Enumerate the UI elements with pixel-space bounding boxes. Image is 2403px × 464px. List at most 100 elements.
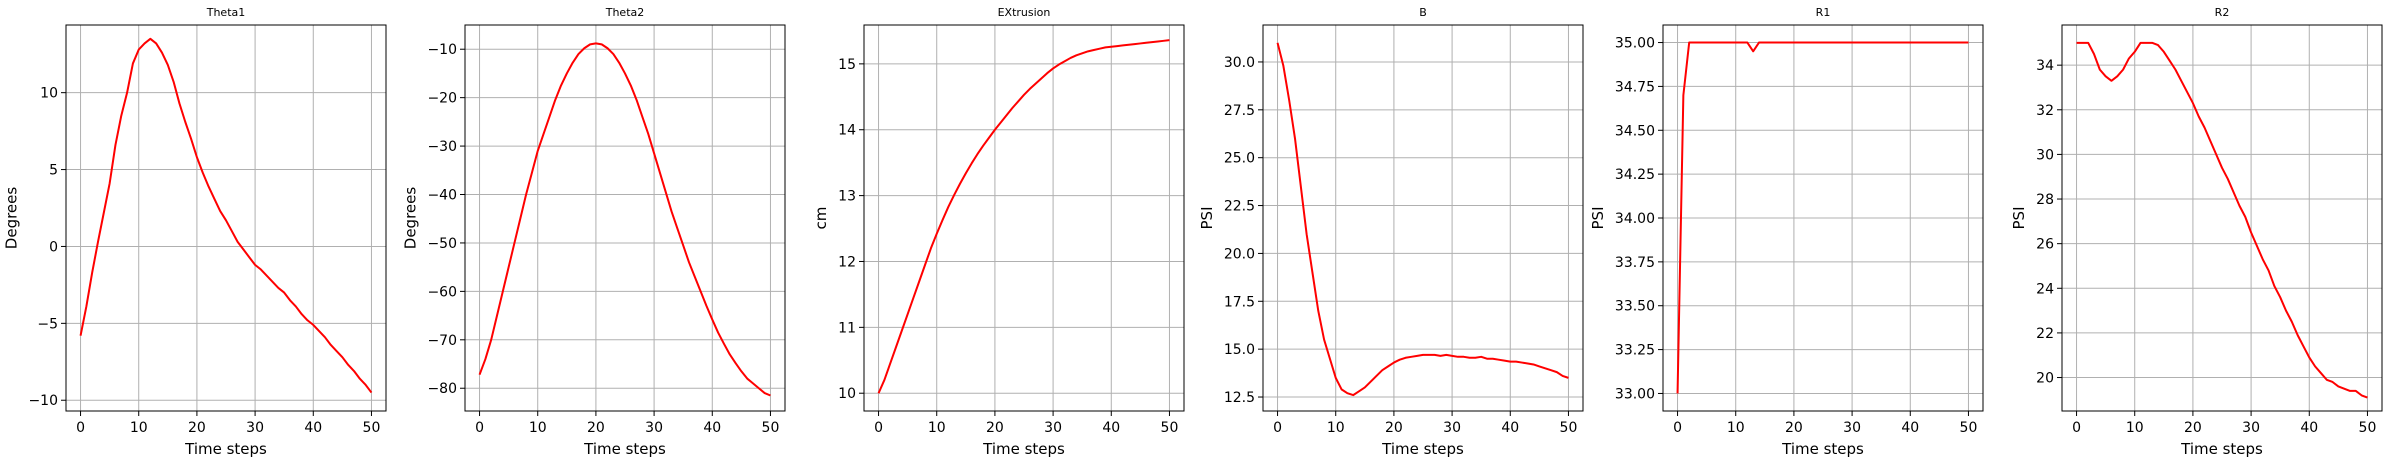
y-tick-label: 15.0 [1224, 342, 1255, 358]
y-tick-label: 5 [49, 163, 58, 179]
y-tick-label: 35.00 [1615, 36, 1655, 52]
y-tick-label: 24 [2036, 281, 2054, 297]
chart-title: EXtrusion [998, 6, 1051, 19]
x-tick-label: 50 [762, 420, 780, 436]
x-tick-label: 30 [645, 420, 663, 436]
x-tick-label: 10 [1327, 420, 1345, 436]
y-tick-label: 20.0 [1224, 246, 1255, 262]
x-tick-label: 30 [1044, 420, 1062, 436]
chart-title: B [1419, 6, 1427, 19]
x-tick-label: 50 [1560, 420, 1578, 436]
subplot-2: 0 10 20 30 40 50 −80 −70 −60 −50 −40 −30 −20 −10 Theta… [401, 6, 786, 458]
y-tick-label: 30.0 [1224, 55, 1255, 71]
x-tick-label: 30 [246, 420, 264, 436]
x-tick-label: 0 [2072, 420, 2081, 436]
x-tick-label: 50 [1161, 420, 1179, 436]
chart-title: Theta2 [605, 6, 645, 19]
chart-title: R1 [1816, 6, 1831, 19]
y-tick-label: 34.50 [1615, 123, 1655, 139]
y-tick-label: 30 [2036, 147, 2054, 163]
subplot-5: 0 10 20 30 40 50 33.00 33.25 33.50 33.75 34.00 34.2… [1589, 6, 1984, 458]
y-tick-label: 10 [40, 86, 58, 102]
x-tick-label: 0 [1673, 420, 1682, 436]
y-tick-label: −70 [427, 333, 457, 349]
x-tick-label: 0 [874, 420, 883, 436]
plot-area [465, 25, 785, 411]
y-tick-label: 34 [2036, 58, 2054, 74]
y-tick-label: −20 [427, 91, 457, 107]
x-tick-label: 0 [475, 420, 484, 436]
y-tick-label: −50 [427, 236, 457, 252]
y-tick-label: 0 [49, 239, 58, 255]
y-tick-label: −60 [427, 284, 457, 300]
y-tick-label: −80 [427, 381, 457, 397]
y-axis-label: PSI [2010, 207, 2028, 230]
x-axis-label: Time steps [1781, 440, 1864, 458]
x-tick-label: 20 [587, 420, 605, 436]
y-tick-label: 34.25 [1615, 167, 1655, 183]
x-tick-label: 40 [2300, 420, 2318, 436]
y-tick-label: 13 [838, 189, 856, 205]
x-tick-label: 30 [2242, 420, 2260, 436]
series-line [2076, 41, 2368, 399]
x-tick-label: 20 [188, 420, 206, 436]
x-tick-label: 40 [1901, 420, 1919, 436]
y-tick-label: 12.5 [1224, 390, 1255, 406]
y-axis-label: Degrees [2, 187, 20, 250]
x-tick-label: 40 [1102, 420, 1120, 436]
y-tick-label: −5 [37, 316, 58, 332]
y-tick-label: 10 [838, 386, 856, 402]
plot-area [2062, 25, 2382, 411]
y-tick-label: 33.00 [1615, 386, 1655, 402]
axes-frame [1262, 24, 1584, 412]
axes-frame [65, 24, 387, 412]
y-tick-label: 20 [2036, 371, 2054, 387]
y-tick-label: 25.0 [1224, 151, 1255, 167]
plot-area [864, 25, 1184, 411]
y-tick-label: 22.5 [1224, 199, 1255, 215]
x-tick-label: 50 [363, 420, 381, 436]
series-line [1276, 42, 1569, 397]
x-tick-label: 40 [304, 420, 322, 436]
x-axis-label: Time steps [583, 440, 666, 458]
x-tick-label: 0 [76, 420, 85, 436]
y-tick-label: 34.00 [1615, 211, 1655, 227]
plot-area [1263, 25, 1583, 411]
x-tick-label: 30 [1843, 420, 1861, 436]
y-tick-label: 14 [838, 123, 856, 139]
x-tick-label: 40 [703, 420, 721, 436]
x-axis-label: Time steps [1381, 440, 1464, 458]
subplot-4: 0 10 20 30 40 50 12.5 15.0 17.5 20.0 22.5 25.0 27.5 3… [1198, 6, 1584, 458]
y-axis-label: Degrees [401, 187, 419, 250]
x-tick-label: 50 [2359, 420, 2377, 436]
y-axis-label: PSI [1589, 207, 1607, 230]
series-line [877, 39, 1170, 394]
y-tick-label: 33.50 [1615, 299, 1655, 315]
y-tick-label: 32 [2036, 103, 2054, 119]
x-tick-label: 30 [1443, 420, 1461, 436]
y-tick-label: −10 [427, 42, 457, 58]
axes-frame [863, 24, 1185, 412]
series-line [478, 42, 771, 397]
y-tick-label: 12 [838, 254, 856, 270]
y-tick-label: −10 [28, 393, 58, 409]
x-tick-label: 10 [928, 420, 946, 436]
x-tick-label: 20 [2184, 420, 2202, 436]
y-tick-label: 17.5 [1224, 294, 1255, 310]
x-tick-label: 20 [1385, 420, 1403, 436]
x-tick-label: 10 [2126, 420, 2144, 436]
x-tick-label: 20 [1785, 420, 1803, 436]
y-tick-label: 26 [2036, 237, 2054, 253]
subplot-1: 0 10 20 30 40 50 −10 −5 0 5 10 Theta1 Time steps Degr… [2, 6, 387, 458]
x-axis-label: Time steps [2180, 440, 2263, 458]
y-tick-label: 28 [2036, 192, 2054, 208]
x-tick-label: 10 [1727, 420, 1745, 436]
x-axis-label: Time steps [982, 440, 1065, 458]
x-tick-label: 20 [986, 420, 1004, 436]
x-tick-label: 10 [529, 420, 547, 436]
x-axis-label: Time steps [184, 440, 267, 458]
x-tick-label: 0 [1273, 420, 1282, 436]
y-tick-label: 33.75 [1615, 255, 1655, 271]
y-tick-label: 27.5 [1224, 103, 1255, 119]
